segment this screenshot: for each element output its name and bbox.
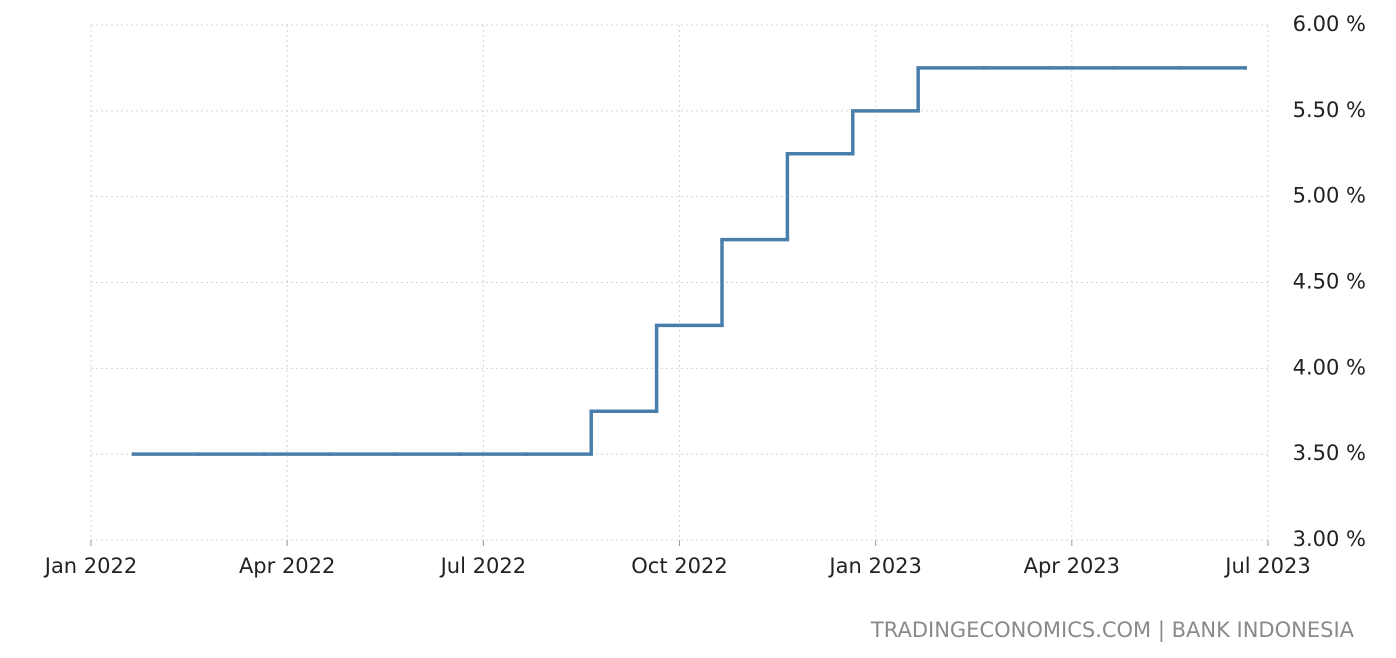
y-tick-label: 5.50 % (1293, 98, 1366, 122)
y-tick-label: 3.50 % (1293, 441, 1366, 465)
x-tick-label: Oct 2022 (631, 554, 727, 578)
y-tick-label: 3.00 % (1293, 527, 1366, 551)
x-tick-label: Apr 2022 (239, 554, 335, 578)
y-tick-label: 4.50 % (1293, 270, 1366, 294)
x-tick-label: Jan 2023 (827, 554, 922, 578)
source: TRADINGECONOMICS.COM | BANK INDONESIA (870, 618, 1355, 643)
y-tick-label: 5.00 % (1293, 184, 1366, 208)
x-tick-label: Jan 2022 (43, 554, 138, 578)
y-tick-label: 6.00 % (1293, 12, 1366, 36)
x-tick-label: Jul 2023 (1223, 554, 1310, 578)
x-tick-label: Apr 2023 (1024, 554, 1120, 578)
y-tick-label: 4.00 % (1293, 355, 1366, 379)
x-tick-label: Jul 2022 (439, 554, 526, 578)
